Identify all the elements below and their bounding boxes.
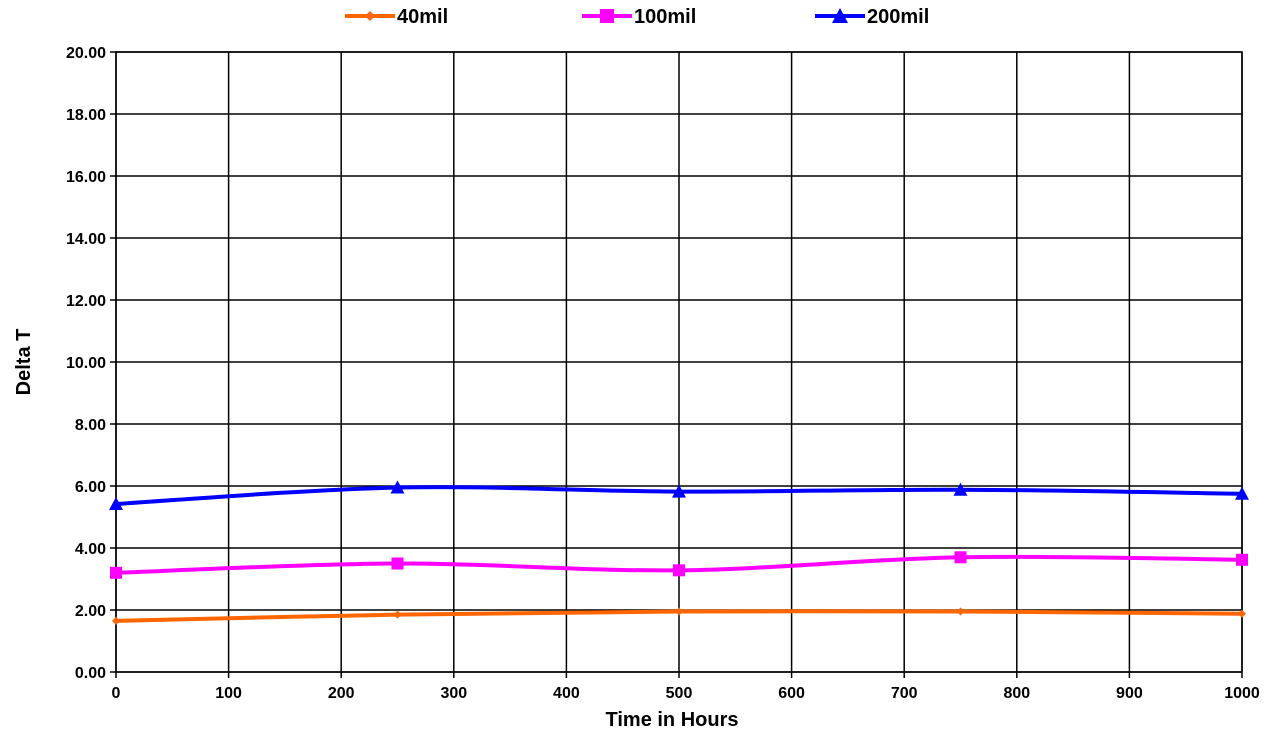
x-tick-label: 600 (778, 685, 805, 702)
legend-marker (600, 9, 614, 23)
legend-item-40mil: 40mil (345, 6, 448, 28)
data-point-200mil (109, 496, 123, 510)
data-point-40mil (393, 610, 402, 619)
data-point-200mil (390, 480, 405, 494)
y-tick-label: 4.00 (75, 541, 106, 558)
series-100mil (110, 551, 1248, 579)
data-point-40mil (1238, 609, 1246, 618)
y-axis-title: Delta T (13, 329, 35, 396)
x-tick-label: 700 (891, 685, 918, 702)
legend-label: 100mil (634, 6, 696, 28)
x-axis-title: Time in Hours (606, 709, 739, 731)
y-tick-label: 6.00 (75, 479, 106, 496)
y-tick-label: 20.00 (66, 45, 106, 62)
data-point-200mil (953, 482, 968, 496)
data-point-100mil (110, 566, 122, 579)
legend-item-100mil: 100mil (582, 6, 696, 28)
y-tick-label: 2.00 (75, 603, 106, 620)
series-40mil (112, 607, 1246, 625)
y-tick-label: 16.00 (66, 169, 106, 186)
data-point-40mil (956, 607, 965, 616)
legend-label: 200mil (867, 6, 929, 28)
x-tick-label: 500 (666, 685, 693, 702)
x-tick-label: 900 (1116, 685, 1143, 702)
data-point-200mil (672, 484, 686, 498)
data-point-200mil (1235, 486, 1249, 500)
data-point-100mil (1236, 553, 1248, 566)
legend-item-200mil: 200mil (815, 6, 929, 28)
x-tick-label: 200 (328, 685, 355, 702)
y-tick-label: 18.00 (66, 107, 106, 124)
data-point-100mil (673, 564, 685, 577)
x-tick-label: 300 (440, 685, 467, 702)
series-200mil (109, 480, 1249, 510)
legend: 40mil 100mil 200mil (345, 6, 929, 28)
y-axis-ticks: 0.00 2.00 4.00 6.00 8.00 10.00 12.00 14.00 16.00… (66, 45, 106, 682)
legend-label: 40mil (397, 6, 448, 28)
y-tick-label: 10.00 (66, 355, 106, 372)
y-tick-label: 12.00 (66, 293, 106, 310)
x-tick-label: 100 (215, 685, 242, 702)
x-axis-ticks: 0 100 200 300 400 500 600 700 800 900 1000 (112, 685, 1260, 702)
x-tick-label: 800 (1003, 685, 1030, 702)
data-point-100mil (954, 551, 967, 564)
data-point-100mil (391, 557, 404, 570)
y-tick-label: 8.00 (75, 417, 106, 434)
legend-marker (365, 11, 375, 21)
legend-marker (832, 8, 848, 23)
y-tick-label: 0.00 (75, 665, 106, 682)
grid (110, 51, 1243, 678)
x-tick-label: 400 (553, 685, 580, 702)
x-tick-label: 0 (112, 685, 121, 702)
y-tick-label: 14.00 (66, 231, 106, 248)
x-tick-label: 1000 (1224, 685, 1260, 702)
data-point-40mil (112, 616, 120, 625)
series-layer (109, 480, 1249, 625)
data-point-40mil (675, 607, 683, 616)
